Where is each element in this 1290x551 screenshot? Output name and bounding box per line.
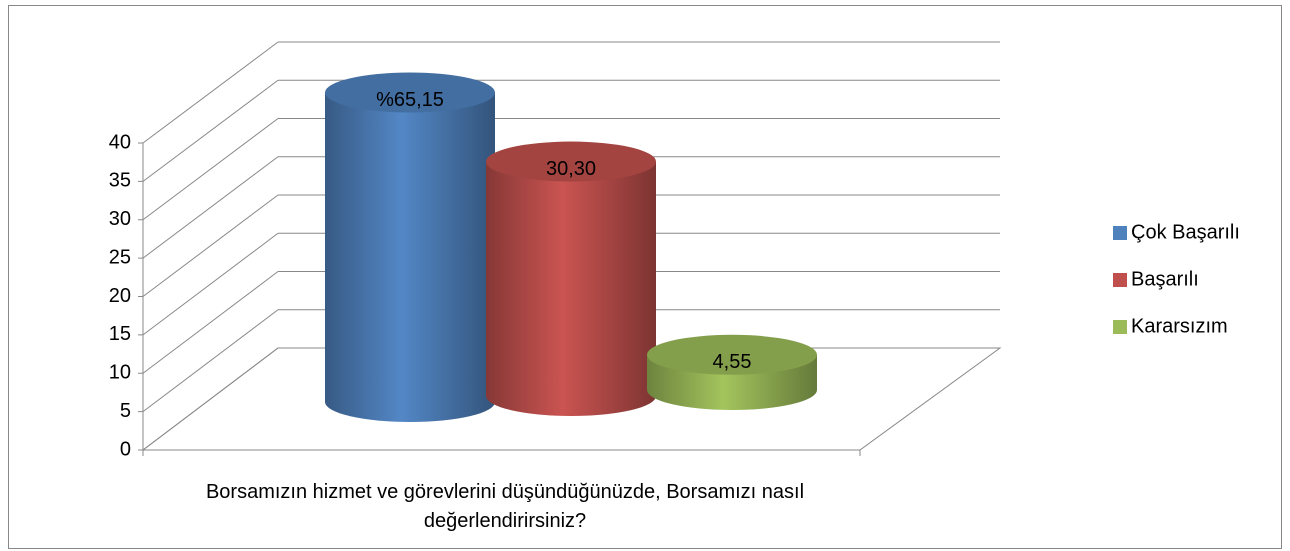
y-tick-label: 25 bbox=[109, 246, 131, 268]
cylinder bbox=[486, 161, 656, 416]
grid-line bbox=[142, 232, 279, 336]
grid-line bbox=[142, 118, 279, 221]
y-tick-label: 20 bbox=[109, 285, 131, 307]
grid-line bbox=[142, 41, 279, 144]
legend-swatch bbox=[1113, 273, 1127, 287]
y-tick-label: 15 bbox=[109, 323, 131, 345]
grid-line bbox=[142, 347, 279, 451]
y-tick-label: 5 bbox=[120, 400, 131, 422]
value-label: 30,30 bbox=[546, 158, 596, 180]
legend-swatch bbox=[1113, 320, 1127, 334]
cylinder-top bbox=[325, 72, 495, 113]
y-tick-label: 10 bbox=[109, 362, 131, 384]
y-tick-label: 0 bbox=[120, 438, 131, 460]
grid-line bbox=[142, 194, 279, 297]
y-tick-label: 35 bbox=[109, 170, 131, 192]
y-tick-label: 30 bbox=[109, 208, 131, 230]
legend-label: Başarılı bbox=[1131, 268, 1199, 290]
value-label: 4,55 bbox=[713, 351, 752, 373]
cylinder bbox=[325, 92, 495, 422]
legend-label: Kararsızım bbox=[1131, 315, 1228, 337]
cylinder-top bbox=[647, 334, 817, 375]
legend-swatch bbox=[1113, 226, 1127, 240]
value-label: %65,15 bbox=[376, 89, 444, 111]
grid-line bbox=[142, 271, 279, 374]
grid-line bbox=[142, 309, 279, 413]
x-category-label: Borsamızın hizmet ve görevlerini düşündü… bbox=[205, 481, 805, 532]
y-tick-label: 40 bbox=[109, 131, 131, 153]
cylinder-top bbox=[486, 141, 656, 182]
legend-label: Çok Başarılı bbox=[1131, 221, 1240, 243]
grid-line bbox=[142, 79, 279, 182]
grid-line bbox=[142, 156, 279, 259]
